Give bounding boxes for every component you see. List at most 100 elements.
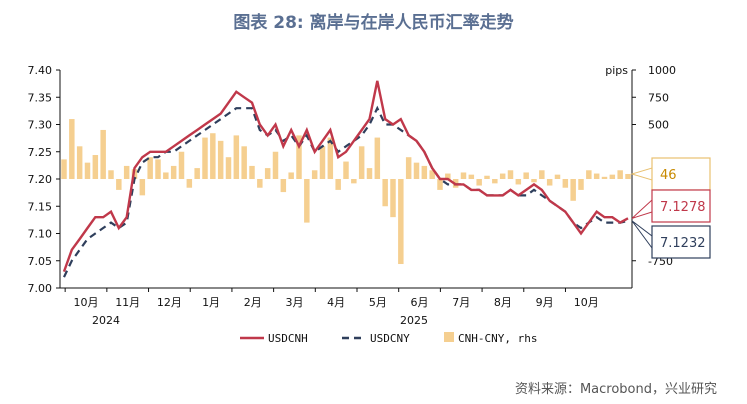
x-tick-label: 12月 [157,296,182,309]
bar-cnh-cny [327,137,334,179]
bar-cnh-cny [69,119,75,179]
bar-cnh-cny [304,179,310,223]
bar-cnh-cny [84,162,91,179]
legend-label: USDCNH [268,332,308,345]
bar-cnh-cny [123,165,130,179]
bar-cnh-cny [116,179,122,190]
legend-swatch-cnh-cny [444,332,454,342]
x-tick-label: 10月 [574,296,599,309]
bar-cnh-cny [593,173,600,179]
left-tick-label: 7.20 [28,173,53,186]
bar-cnh-cny [484,175,490,179]
bar-cnh-cny [257,179,263,188]
left-tick-label: 7.35 [28,91,53,104]
callout-pointer [631,220,653,250]
x-year-label: 2025 [400,314,428,327]
bar-cnh-cny [249,165,255,179]
x-tick-label: 3月 [285,296,303,309]
bar-cnh-cny [264,168,271,179]
bar-cnh-cny [108,170,114,179]
bar-cnh-cny [492,179,498,184]
bar-cnh-cny [147,157,153,179]
x-tick-label: 9月 [536,296,554,309]
source-note: 资料来源：Macrobond，兴业研究 [514,382,717,397]
bar-cnh-cny [311,170,318,179]
bar-cnh-cny [272,151,279,179]
bar-cnh-cny [421,165,428,179]
callout-box [651,225,711,259]
bar-cnh-cny [445,173,451,179]
bar-cnh-cny [343,161,349,179]
bar-cnh-cny [100,129,106,179]
callout-box [651,157,711,191]
bar-cnh-cny [601,176,608,179]
bar-cnh-cny [499,173,506,179]
bar-cnh-cny [507,170,514,179]
bar-cnh-cny [468,174,475,179]
callout-label: 46 [660,168,677,183]
bar-cnh-cny [515,179,522,185]
bar-cnh-cny [382,179,388,207]
bar-cnh-cny [170,165,177,179]
right-tick-label: 500 [648,119,669,132]
right-axis-unit: pips [605,64,628,77]
x-tick-label: 10月 [74,296,99,309]
bar-cnh-cny [578,179,584,190]
left-tick-label: 7.10 [28,228,53,241]
bar-cnh-cny [241,146,247,179]
x-tick-label: 1月 [202,296,220,309]
bar-cnh-cny [366,168,373,179]
callout-label: 7.1232 [660,236,706,251]
bar-cnh-cny [617,170,623,179]
bar-cnh-cny [374,137,381,179]
x-tick-label: 4月 [327,296,345,309]
right-tick-label: 1000 [648,64,676,77]
bar-cnh-cny [210,133,216,179]
x-tick-label: 6月 [411,296,429,309]
bar-cnh-cny [476,179,482,186]
bar-cnh-cny [351,179,357,184]
series-line-usdcny [63,105,629,278]
bar-cnh-cny [296,135,302,179]
bar-cnh-cny [139,179,146,196]
bar-cnh-cny [554,174,561,179]
bar-cnh-cny [233,135,240,179]
bar-cnh-cny [413,162,420,179]
left-tick-label: 7.25 [28,146,53,159]
bar-cnh-cny [390,179,396,218]
bar-cnh-cny [460,172,467,179]
bar-cnh-cny [194,168,200,179]
chart-title: 图表 28: 离岸与在岸人民币汇率走势 [233,13,514,33]
bar-cnh-cny [178,151,185,179]
bar-cnh-cny [335,179,341,190]
series-line-usdcnh [62,80,629,273]
left-tick-label: 7.30 [28,119,53,132]
left-tick-label: 7.40 [28,64,53,77]
bar-cnh-cny [562,179,569,188]
bar-cnh-cny [202,137,208,179]
x-tick-label: 7月 [452,296,470,309]
left-tick-label: 7.05 [28,255,53,268]
right-tick-label: 750 [648,91,669,104]
bar-cnh-cny [61,159,67,179]
callout-pointer [631,198,653,219]
x-tick-label: 5月 [369,296,387,309]
bar-cnh-cny [280,179,287,193]
bar-cnh-cny [288,172,294,179]
x-tick-label: 8月 [494,296,512,309]
bar-cnh-cny [398,179,404,265]
legend-label: CNH-CNY, rhs [458,332,537,345]
bar-cnh-cny [429,170,435,179]
x-tick-label: 2月 [244,296,262,309]
callout-label: 7.1278 [660,200,706,215]
x-tick-label: 11月 [115,296,140,309]
bar-cnh-cny [163,172,169,179]
bar-cnh-cny [225,157,232,179]
bar-cnh-cny [546,179,553,186]
left-tick-label: 7.00 [28,282,53,295]
bar-cnh-cny [523,172,529,179]
bar-cnh-cny [570,179,576,201]
x-year-label: 2024 [92,314,120,327]
callout-box [651,189,711,223]
